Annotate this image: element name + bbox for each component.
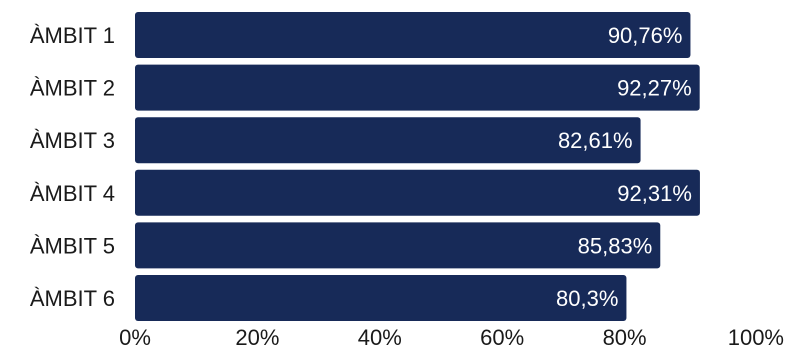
category-label-4: ÀMBIT 4 [30, 181, 115, 206]
data-label-3: 82,61% [558, 128, 633, 153]
bar-4 [135, 170, 700, 216]
category-label-5: ÀMBIT 5 [30, 233, 115, 258]
data-label-1: 90,76% [608, 23, 683, 48]
category-label-2: ÀMBIT 2 [30, 76, 115, 101]
x-axis-tick-labels: 0% 20% 40% 60% 80% 100% [119, 325, 784, 350]
data-label-5: 85,83% [578, 233, 653, 258]
x-tick-label-80: 80% [603, 325, 647, 350]
category-label-3: ÀMBIT 3 [30, 128, 115, 153]
x-tick-label-60: 60% [480, 325, 524, 350]
category-label-6: ÀMBIT 6 [30, 286, 115, 311]
data-label-4: 92,31% [617, 181, 692, 206]
bars-group [135, 12, 700, 321]
x-tick-label-20: 20% [235, 325, 279, 350]
category-labels-group: ÀMBIT 1 ÀMBIT 2 ÀMBIT 3 ÀMBIT 4 ÀMBIT 5 ÀMBIT… [30, 23, 115, 311]
bar-2 [135, 65, 700, 111]
data-label-2: 92,27% [617, 76, 692, 101]
data-label-6: 80,3% [556, 286, 618, 311]
category-label-1: ÀMBIT 1 [30, 23, 115, 48]
x-tick-label-0: 0% [119, 325, 151, 350]
bar-6 [135, 275, 626, 321]
x-tick-label-40: 40% [358, 325, 402, 350]
x-tick-label-100: 100% [728, 325, 784, 350]
